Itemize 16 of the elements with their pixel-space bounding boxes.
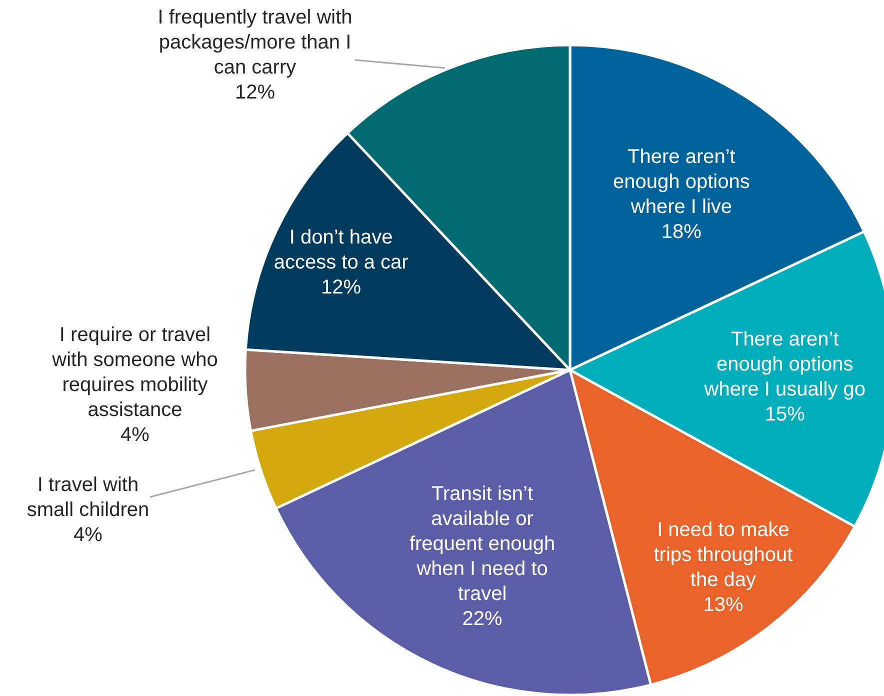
data-label: 13%	[703, 594, 744, 616]
data-label: 15%	[764, 403, 806, 426]
slice-label: I need to make trips throughout the day	[654, 519, 794, 592]
data-label: 12%	[234, 82, 276, 104]
slice-label: I frequently travel with packages/more than I can carry	[158, 6, 352, 78]
slice-label: There aren’t enough options where I live	[613, 146, 750, 218]
slice-label: I don’t have access to a car	[274, 226, 409, 274]
data-label: 12%	[321, 276, 362, 298]
data-label: 4%	[120, 424, 150, 446]
slice-label: I require or travel with someone who requires mobility assistance	[51, 324, 218, 421]
slice-label: There aren’t enough options where I usually go	[703, 328, 866, 400]
data-label: 22%	[462, 608, 503, 630]
slice-label: I travel with small children	[26, 474, 150, 521]
data-label: 4%	[74, 524, 103, 546]
slice-label: Transit isn’t available or frequent enough when I need to travel	[409, 482, 556, 605]
data-label: 18%	[661, 220, 702, 243]
